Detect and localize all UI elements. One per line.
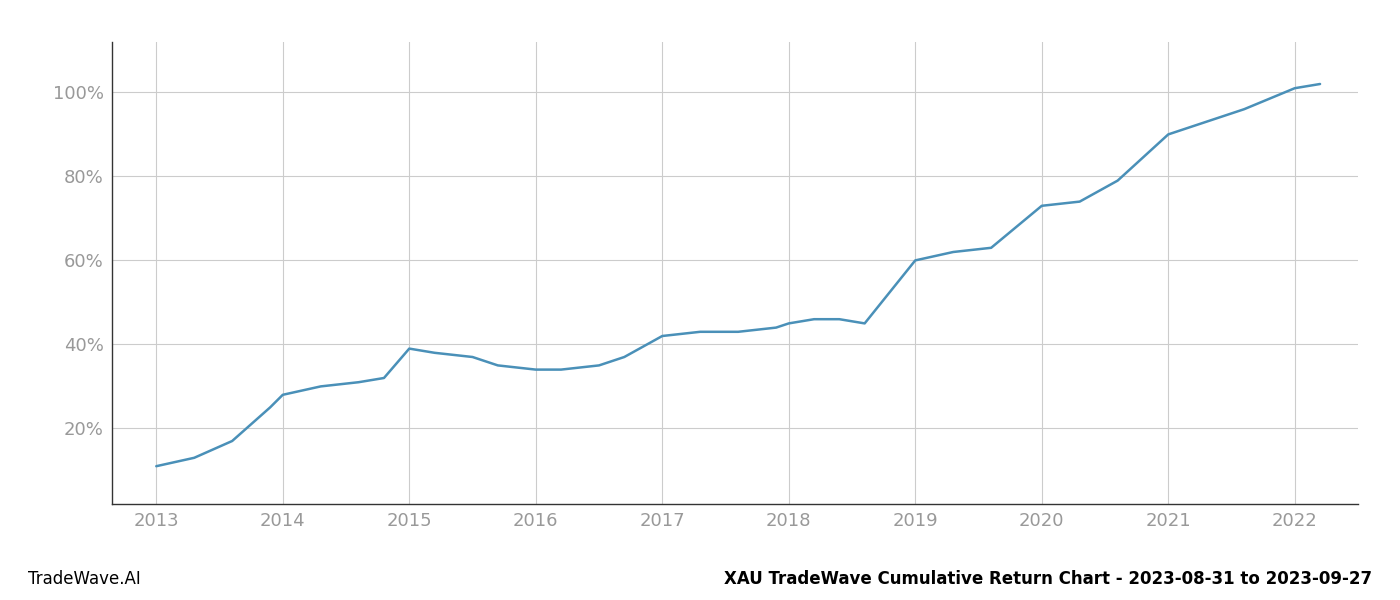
- Text: TradeWave.AI: TradeWave.AI: [28, 570, 141, 588]
- Text: XAU TradeWave Cumulative Return Chart - 2023-08-31 to 2023-09-27: XAU TradeWave Cumulative Return Chart - …: [724, 570, 1372, 588]
